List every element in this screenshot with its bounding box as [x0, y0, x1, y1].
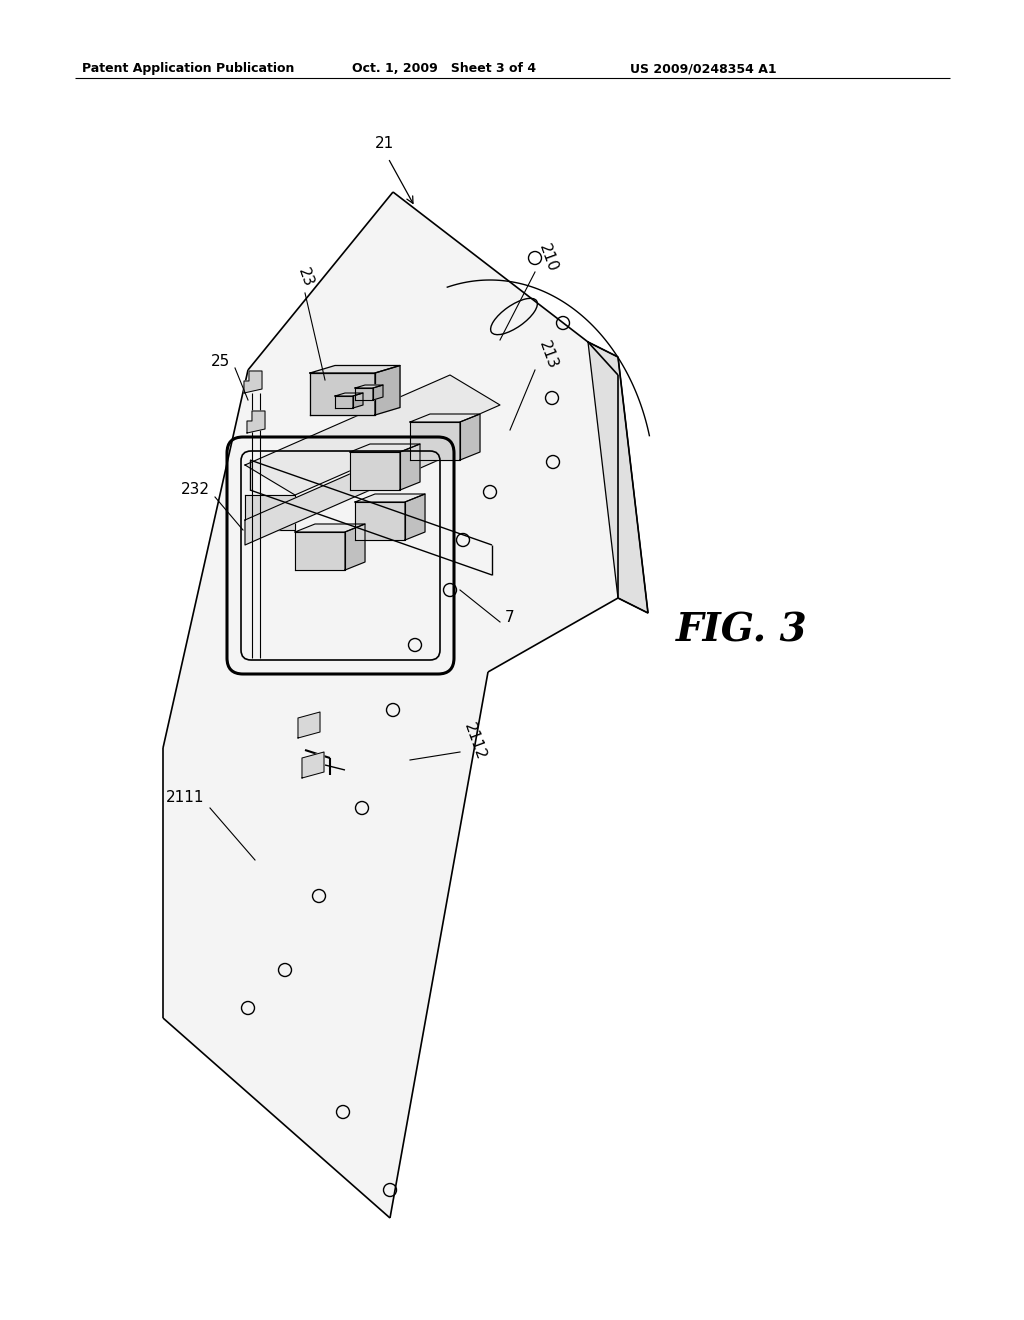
Polygon shape: [375, 366, 400, 414]
Polygon shape: [373, 385, 383, 400]
Polygon shape: [247, 411, 265, 433]
Polygon shape: [460, 414, 480, 459]
Text: 25: 25: [210, 355, 229, 370]
Polygon shape: [400, 444, 420, 490]
Polygon shape: [345, 524, 365, 570]
Text: 2112: 2112: [462, 721, 488, 763]
Polygon shape: [245, 495, 295, 531]
Text: 23: 23: [295, 267, 315, 289]
Polygon shape: [335, 393, 362, 396]
Polygon shape: [295, 524, 365, 532]
Circle shape: [256, 422, 262, 428]
Polygon shape: [355, 494, 425, 502]
Polygon shape: [355, 502, 406, 540]
Polygon shape: [355, 385, 383, 388]
Circle shape: [313, 762, 319, 767]
Polygon shape: [302, 752, 324, 777]
Polygon shape: [355, 388, 373, 400]
Circle shape: [253, 381, 259, 388]
Text: 7: 7: [505, 610, 515, 626]
Polygon shape: [335, 396, 353, 408]
Polygon shape: [410, 422, 460, 459]
Polygon shape: [163, 191, 618, 1218]
Text: 2111: 2111: [166, 791, 204, 805]
Polygon shape: [588, 342, 648, 612]
Text: 210: 210: [536, 242, 560, 275]
Polygon shape: [310, 374, 375, 414]
Text: 21: 21: [376, 136, 394, 150]
Polygon shape: [353, 393, 362, 408]
Polygon shape: [410, 414, 480, 422]
Polygon shape: [295, 532, 345, 570]
Polygon shape: [406, 494, 425, 540]
Circle shape: [309, 721, 315, 727]
Text: 232: 232: [180, 483, 210, 498]
Polygon shape: [244, 371, 262, 393]
Text: FIG. 3: FIG. 3: [676, 611, 808, 649]
Text: US 2009/0248354 A1: US 2009/0248354 A1: [630, 62, 776, 75]
Polygon shape: [245, 375, 500, 495]
Polygon shape: [310, 366, 400, 374]
Text: Patent Application Publication: Patent Application Publication: [82, 62, 294, 75]
Text: 213: 213: [536, 339, 560, 371]
Polygon shape: [298, 711, 319, 738]
Polygon shape: [350, 444, 420, 451]
Polygon shape: [245, 430, 450, 545]
Polygon shape: [350, 451, 400, 490]
Text: Oct. 1, 2009   Sheet 3 of 4: Oct. 1, 2009 Sheet 3 of 4: [352, 62, 537, 75]
